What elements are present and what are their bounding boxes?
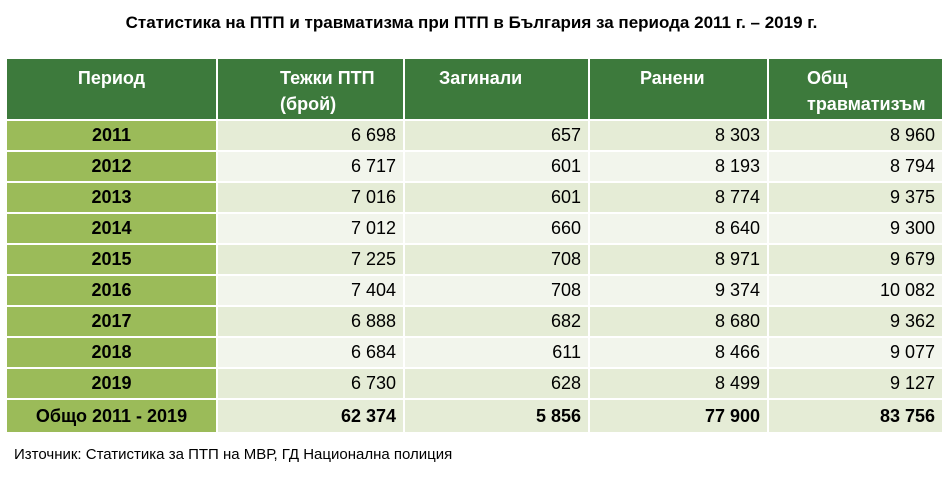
table-footer: Общо 2011 - 2019 62 374 5 856 77 900 83 … <box>5 398 943 434</box>
table-row: 2012 6 717 601 8 193 8 794 <box>5 150 943 183</box>
page-title: Статистика на ПТП и травматизма при ПТП … <box>125 13 818 32</box>
total-cell: 9 077 <box>767 336 943 369</box>
total-cell: 9 375 <box>767 181 943 214</box>
header-total-casualties: Общ травматизъм <box>767 57 943 121</box>
injured-cell: 8 466 <box>588 336 769 369</box>
header-period: Период <box>5 57 218 121</box>
header-injured: Ранени <box>588 57 769 121</box>
totals-injured: 77 900 <box>588 398 769 434</box>
injured-cell: 8 640 <box>588 212 769 245</box>
serious-cell: 7 012 <box>216 212 405 245</box>
serious-cell: 7 016 <box>216 181 405 214</box>
total-cell: 9 300 <box>767 212 943 245</box>
killed-cell: 601 <box>403 181 590 214</box>
header-killed: Загинали <box>403 57 590 121</box>
total-cell: 9 127 <box>767 367 943 400</box>
year-cell: 2013 <box>5 181 218 214</box>
injured-cell: 8 303 <box>588 119 769 152</box>
year-cell: 2012 <box>5 150 218 183</box>
statistics-table: Период Тежки ПТП (брой) Загинали Ранени О… <box>5 57 943 434</box>
table-row: 2011 6 698 657 8 303 8 960 <box>5 119 943 152</box>
killed-cell: 682 <box>403 305 590 338</box>
killed-cell: 611 <box>403 336 590 369</box>
table-header: Период Тежки ПТП (брой) Загинали Ранени О… <box>5 57 943 121</box>
table-row: 2015 7 225 708 8 971 9 679 <box>5 243 943 276</box>
table-row: 2013 7 016 601 8 774 9 375 <box>5 181 943 214</box>
header-period-label: Период <box>77 68 146 88</box>
killed-cell: 708 <box>403 274 590 307</box>
header-serious-line1: Тежки ПТП <box>280 68 375 88</box>
serious-cell: 7 404 <box>216 274 405 307</box>
total-cell: 8 960 <box>767 119 943 152</box>
year-cell: 2015 <box>5 243 218 276</box>
year-cell: 2016 <box>5 274 218 307</box>
total-cell: 9 362 <box>767 305 943 338</box>
header-total-line2: травматизъм <box>807 94 926 114</box>
totals-total: 83 756 <box>767 398 943 434</box>
serious-cell: 7 225 <box>216 243 405 276</box>
total-cell: 10 082 <box>767 274 943 307</box>
injured-cell: 8 193 <box>588 150 769 183</box>
injured-cell: 8 774 <box>588 181 769 214</box>
table-row: 2014 7 012 660 8 640 9 300 <box>5 212 943 245</box>
table-row: 2016 7 404 708 9 374 10 082 <box>5 274 943 307</box>
injured-cell: 8 971 <box>588 243 769 276</box>
header-serious-accidents: Тежки ПТП (брой) <box>216 57 405 121</box>
killed-cell: 601 <box>403 150 590 183</box>
source-note: Източник: Статистика за ПТП на МВР, ГД Н… <box>14 446 453 463</box>
header-killed-label: Загинали <box>439 68 523 88</box>
killed-cell: 660 <box>403 212 590 245</box>
year-cell: 2017 <box>5 305 218 338</box>
header-injured-label: Ранени <box>640 68 705 88</box>
total-cell: 8 794 <box>767 150 943 183</box>
killed-cell: 708 <box>403 243 590 276</box>
header-serious-line2: (брой) <box>280 94 337 114</box>
killed-cell: 657 <box>403 119 590 152</box>
table-row: 2019 6 730 628 8 499 9 127 <box>5 367 943 400</box>
serious-cell: 6 717 <box>216 150 405 183</box>
year-cell: 2018 <box>5 336 218 369</box>
serious-cell: 6 698 <box>216 119 405 152</box>
header-row: Период Тежки ПТП (брой) Загинали Ранени О… <box>5 57 943 121</box>
injured-cell: 8 499 <box>588 367 769 400</box>
serious-cell: 6 888 <box>216 305 405 338</box>
table-row: 2018 6 684 611 8 466 9 077 <box>5 336 943 369</box>
header-total-line1: Общ <box>807 68 848 88</box>
injured-cell: 9 374 <box>588 274 769 307</box>
year-cell: 2014 <box>5 212 218 245</box>
table-body: 2011 6 698 657 8 303 8 960 2012 6 717 60… <box>5 119 943 400</box>
year-cell: 2019 <box>5 367 218 400</box>
totals-label: Общо 2011 - 2019 <box>5 398 218 434</box>
serious-cell: 6 730 <box>216 367 405 400</box>
totals-killed: 5 856 <box>403 398 590 434</box>
injured-cell: 8 680 <box>588 305 769 338</box>
total-cell: 9 679 <box>767 243 943 276</box>
totals-row: Общо 2011 - 2019 62 374 5 856 77 900 83 … <box>5 398 943 434</box>
killed-cell: 628 <box>403 367 590 400</box>
year-cell: 2011 <box>5 119 218 152</box>
serious-cell: 6 684 <box>216 336 405 369</box>
table-row: 2017 6 888 682 8 680 9 362 <box>5 305 943 338</box>
totals-serious: 62 374 <box>216 398 405 434</box>
